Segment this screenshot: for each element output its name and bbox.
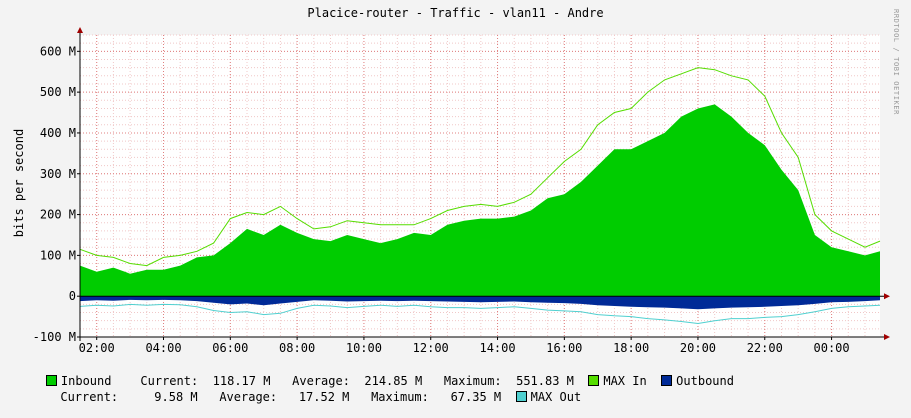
- y-tick-labels: 600 M 500 M 400 M 300 M 200 M 100 M 0 -100 M: [33, 44, 76, 344]
- legend-inbound: Inbound: [45, 374, 112, 388]
- legend-outbound-label: Outbound: [676, 374, 734, 388]
- legend-inbound-swatch: [45, 375, 57, 386]
- legend-inbound-current: 118.17 M: [212, 374, 271, 388]
- bottom-axis-arrow: [884, 334, 890, 340]
- y-tick-label: 200 M: [40, 208, 76, 222]
- legend-inbound-current-label: Current:: [140, 374, 199, 388]
- plot-svg: 600 M 500 M 400 M 300 M 200 M 100 M 0 -100 M 02…: [33, 27, 890, 355]
- legend-max-out-label: MAX Out: [530, 390, 582, 404]
- series-outbound-area: [80, 296, 880, 310]
- x-tick-label: 18:00: [613, 341, 649, 355]
- y-axis-arrow: [77, 27, 83, 33]
- x-tick-label: 16:00: [546, 341, 582, 355]
- y-tick-label: 0: [69, 289, 76, 303]
- y-tick-label: 300 M: [40, 167, 76, 181]
- x-tick-label: 00:00: [814, 341, 850, 355]
- legend-outbound-maximum: 67.35 M: [450, 390, 502, 404]
- y-tick-label: 600 M: [40, 44, 76, 58]
- legend-max-out-swatch: [515, 391, 527, 402]
- x-tick-label: 06:00: [212, 341, 248, 355]
- legend-outbound-current-label: Current:: [60, 390, 119, 404]
- chart-title: Placice-router - Traffic - vlan11 - Andr…: [307, 6, 604, 20]
- legend-outbound-average: 17.52 M: [298, 390, 350, 404]
- series-layer: [79, 67, 881, 325]
- x-tick-labels: 02:00 04:00 06:00 08:00 10:00 12:00 14:00 16:00…: [79, 341, 850, 355]
- x-tick-label: 22:00: [747, 341, 783, 355]
- x-tick-label: 04:00: [145, 341, 181, 355]
- legend-max-in-swatch: [588, 375, 600, 386]
- legend-inbound-average: 214.85 M: [364, 374, 423, 388]
- x-tick-label: 08:00: [279, 341, 315, 355]
- legend-max-in-label: MAX In: [603, 374, 647, 388]
- chart-frame: Placice-router - Traffic - vlan11 - Andr…: [12, 6, 901, 404]
- y-tick-label: 100 M: [40, 248, 76, 262]
- legend-inbound-maximum: 551.83 M: [516, 374, 574, 388]
- x-tick-label: 20:00: [680, 341, 716, 355]
- x-tick-label: 10:00: [346, 341, 382, 355]
- legend-row-1: Inbound Current: 118.17 M Average: 214.8…: [17, 360, 734, 402]
- axes: [77, 27, 890, 341]
- x-axis-arrow: [884, 293, 890, 300]
- y-tick-label: -100 M: [33, 330, 76, 344]
- x-tick-label: 14:00: [479, 341, 515, 355]
- legend-row-2: Current: 9.58 M Average: 17.52 M Maximum…: [17, 376, 581, 418]
- x-tick-label: 12:00: [413, 341, 449, 355]
- y-tick-label: 500 M: [40, 85, 76, 99]
- legend-inbound-label: Inbound: [60, 374, 112, 388]
- legend-outbound-current: 9.58 M: [154, 390, 198, 404]
- legend-max-in: MAX In: [588, 374, 647, 388]
- series-max-in-line: [79, 67, 881, 267]
- legend-max-out: MAX Out: [515, 390, 582, 404]
- legend-inbound-maximum-label: Maximum:: [443, 374, 502, 388]
- x-tick-label: 02:00: [79, 341, 115, 355]
- series-max-out-line: [79, 303, 881, 325]
- y-tick-label: 400 M: [40, 126, 76, 140]
- legend-outbound-swatch: [661, 375, 673, 386]
- legend-inbound-average-label: Average:: [292, 374, 350, 388]
- legend-outbound-average-label: Average:: [219, 390, 278, 404]
- legend-outbound-maximum-label: Maximum:: [371, 390, 429, 404]
- legend-outbound: Outbound: [661, 374, 734, 388]
- series-inbound-area: [80, 104, 880, 297]
